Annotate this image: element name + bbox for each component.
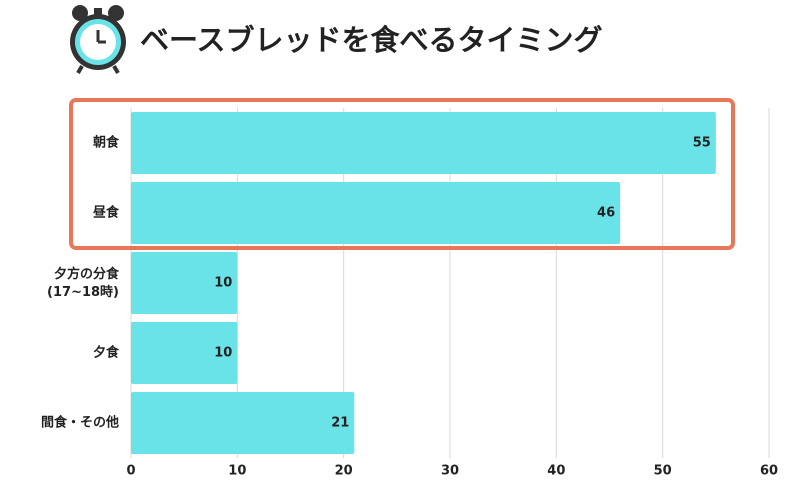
chart-title: ベースブレッドを食べるタイミング (140, 23, 603, 57)
bar (131, 252, 238, 314)
bar (131, 182, 621, 244)
highlight-box (69, 98, 735, 250)
value-label: 10 (214, 276, 232, 291)
bar (131, 322, 238, 384)
y-tick-label: 昼食 (93, 205, 120, 221)
bar (131, 112, 716, 174)
x-tick-label: 10 (228, 464, 246, 479)
y-tick-label: 夕方の分食(17~18時) (47, 266, 120, 300)
bar (131, 392, 355, 454)
clock-icon (70, 5, 126, 74)
y-tick-label: 夕食 (93, 345, 120, 361)
x-tick-label: 60 (760, 464, 778, 479)
y-tick-label: 朝食 (93, 135, 120, 151)
y-tick-label: 間食・その他 (41, 415, 119, 431)
value-label: 10 (214, 346, 232, 361)
x-tick-label: 0 (126, 464, 135, 479)
x-tick-label: 20 (335, 464, 353, 479)
x-tick-label: 50 (654, 464, 672, 479)
value-label: 21 (331, 416, 349, 431)
x-tick-label: 30 (441, 464, 459, 479)
x-tick-label: 40 (547, 464, 565, 479)
value-label: 46 (597, 206, 615, 221)
value-label: 55 (693, 136, 711, 151)
